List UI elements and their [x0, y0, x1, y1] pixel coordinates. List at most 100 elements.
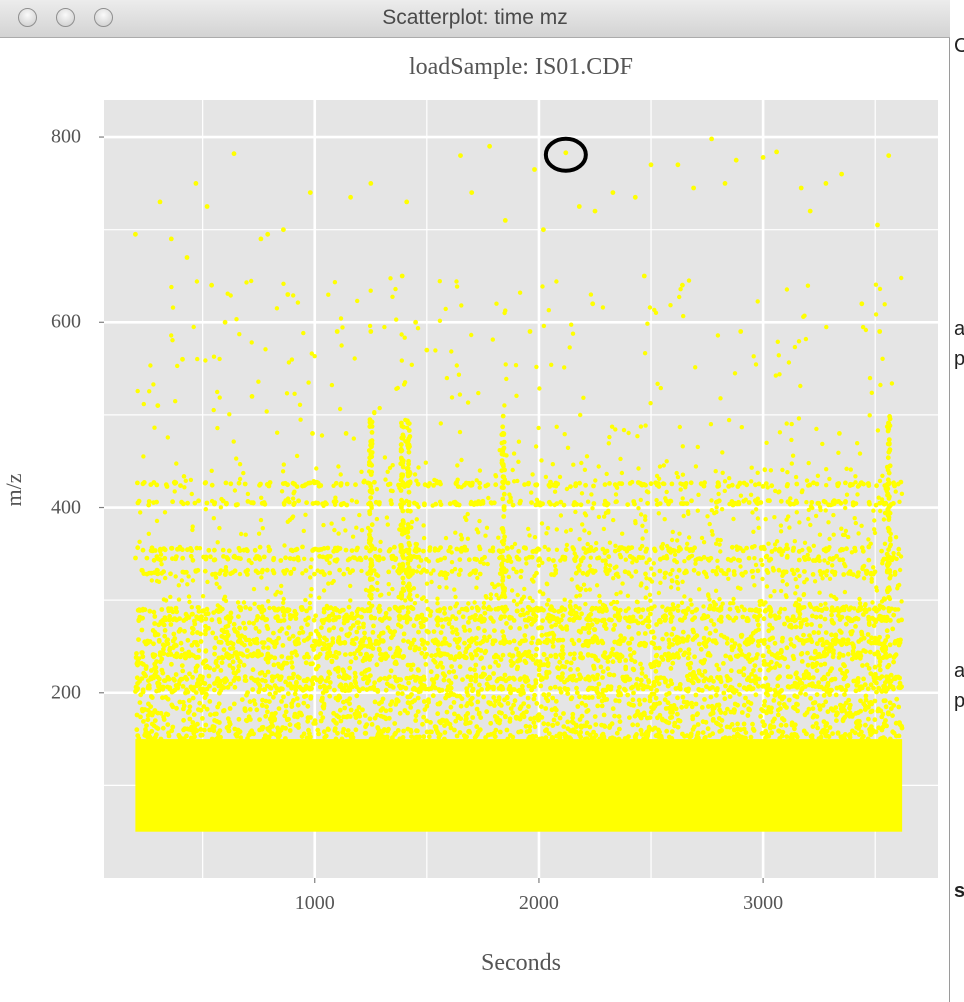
data-point	[325, 726, 331, 732]
data-point	[784, 615, 790, 621]
data-point	[136, 637, 141, 642]
data-point	[805, 552, 810, 558]
data-point	[879, 646, 885, 652]
data-point	[154, 482, 160, 488]
data-point	[317, 638, 322, 644]
data-point	[259, 575, 264, 580]
data-point	[271, 557, 276, 563]
data-point	[446, 669, 452, 675]
data-point	[648, 709, 654, 715]
zoom-window-button[interactable]	[94, 8, 113, 27]
data-point	[412, 698, 417, 703]
data-point	[798, 651, 804, 657]
data-point	[209, 736, 215, 742]
data-point	[772, 589, 777, 594]
data-point	[585, 541, 590, 547]
data-point	[469, 654, 475, 660]
data-point	[261, 736, 267, 742]
data-point	[475, 699, 481, 705]
data-point	[541, 721, 547, 727]
data-point	[808, 655, 814, 661]
data-point	[333, 736, 339, 742]
data-point	[288, 569, 294, 575]
data-point	[560, 664, 565, 669]
minimize-window-button[interactable]	[56, 8, 75, 27]
data-point	[837, 557, 843, 563]
data-point	[897, 640, 903, 646]
data-point	[824, 467, 829, 472]
data-point	[790, 653, 796, 659]
data-point	[468, 677, 474, 683]
data-point	[278, 558, 284, 563]
data-point	[415, 695, 421, 701]
data-point	[207, 665, 213, 671]
data-point	[460, 677, 465, 682]
data-point	[135, 545, 141, 551]
data-point	[245, 572, 250, 577]
data-point	[750, 568, 755, 574]
data-point	[869, 724, 874, 730]
data-point	[349, 731, 355, 737]
data-point	[867, 649, 873, 655]
data-point	[200, 716, 205, 721]
close-window-button[interactable]	[18, 8, 37, 27]
data-point	[638, 661, 643, 667]
data-point	[861, 701, 867, 707]
data-point	[578, 502, 584, 508]
data-point	[626, 640, 631, 646]
data-point	[344, 481, 350, 487]
data-point	[257, 671, 263, 676]
data-point	[193, 640, 199, 645]
data-point	[779, 654, 785, 660]
data-point	[600, 617, 606, 623]
window-titlebar[interactable]: Scatterplot: time mz	[0, 0, 950, 38]
data-point	[227, 619, 233, 625]
data-point	[452, 727, 457, 733]
data-point	[310, 548, 315, 553]
data-point	[705, 614, 711, 619]
data-point	[601, 526, 607, 532]
data-point	[571, 618, 576, 623]
data-point	[705, 652, 711, 658]
data-point	[300, 544, 305, 550]
data-point	[299, 625, 304, 631]
data-point	[285, 682, 291, 688]
data-point	[562, 732, 567, 738]
data-point	[237, 571, 243, 577]
data-point	[676, 655, 681, 660]
data-point	[804, 710, 810, 715]
data-point	[708, 694, 714, 700]
data-point	[493, 659, 498, 665]
data-point	[855, 616, 861, 622]
data-point	[424, 718, 430, 724]
data-point	[834, 710, 840, 716]
data-point	[402, 708, 408, 713]
data-point	[754, 676, 760, 682]
data-point	[729, 544, 735, 550]
data-point	[330, 640, 336, 645]
data-point	[792, 693, 798, 699]
data-point	[401, 728, 406, 734]
data-point	[151, 609, 157, 615]
data-point	[859, 684, 865, 690]
data-point	[203, 623, 208, 629]
data-point	[173, 574, 178, 579]
data-point	[778, 647, 784, 653]
data-point	[340, 729, 346, 735]
data-point	[517, 641, 523, 646]
data-point	[896, 546, 902, 552]
data-point	[387, 646, 393, 651]
data-point	[842, 692, 847, 697]
data-point	[320, 646, 326, 652]
data-point	[795, 567, 800, 573]
data-point	[890, 684, 896, 690]
data-point	[539, 662, 545, 668]
data-point	[816, 630, 821, 636]
data-point	[442, 651, 448, 657]
data-point	[638, 715, 644, 721]
data-point	[613, 698, 619, 703]
data-point	[430, 503, 435, 508]
data-point	[727, 654, 733, 660]
data-point	[530, 472, 535, 477]
